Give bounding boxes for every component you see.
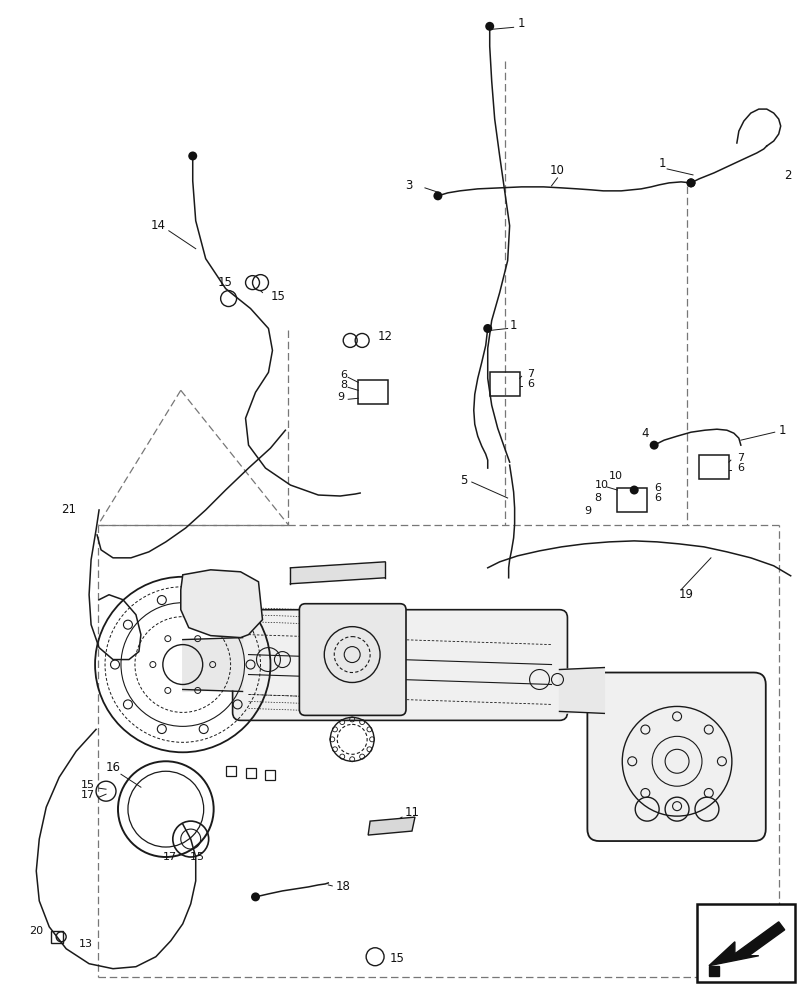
Text: 21: 21 xyxy=(61,503,76,516)
Circle shape xyxy=(685,178,695,187)
Text: 9: 9 xyxy=(337,392,344,402)
Text: 16: 16 xyxy=(106,761,121,774)
Circle shape xyxy=(433,191,442,200)
Text: 12: 12 xyxy=(378,330,393,343)
Text: 8: 8 xyxy=(594,493,601,503)
Text: 17: 17 xyxy=(163,852,177,862)
Circle shape xyxy=(483,324,491,333)
Circle shape xyxy=(629,486,638,495)
Text: 7: 7 xyxy=(736,453,743,463)
Text: 9: 9 xyxy=(584,506,590,516)
Circle shape xyxy=(251,892,260,901)
Bar xyxy=(696,904,794,982)
Circle shape xyxy=(649,441,658,450)
Bar xyxy=(489,372,519,396)
Text: 18: 18 xyxy=(335,880,350,893)
Text: 5: 5 xyxy=(459,474,466,487)
Text: 15: 15 xyxy=(81,780,95,790)
Text: 10: 10 xyxy=(549,164,564,177)
Bar xyxy=(225,766,235,776)
Text: 2: 2 xyxy=(783,169,790,182)
Text: 10: 10 xyxy=(594,480,607,490)
FancyBboxPatch shape xyxy=(586,673,765,841)
Bar xyxy=(51,931,63,943)
FancyBboxPatch shape xyxy=(232,610,567,720)
Text: 3: 3 xyxy=(405,179,412,192)
Polygon shape xyxy=(182,638,242,691)
Text: 15: 15 xyxy=(217,276,232,289)
Text: 1: 1 xyxy=(509,319,517,332)
Polygon shape xyxy=(181,570,262,638)
Text: 17: 17 xyxy=(81,790,95,800)
Text: 8: 8 xyxy=(340,380,347,390)
Text: 6: 6 xyxy=(654,493,660,503)
Text: 6: 6 xyxy=(654,483,660,493)
Text: 6: 6 xyxy=(736,463,743,473)
Text: 14: 14 xyxy=(151,219,165,232)
Polygon shape xyxy=(367,817,414,835)
Text: 4: 4 xyxy=(641,427,648,440)
Text: 15: 15 xyxy=(182,852,204,862)
Bar xyxy=(265,770,275,780)
Text: 7: 7 xyxy=(527,369,534,379)
Text: 1: 1 xyxy=(778,424,785,437)
Text: 11: 11 xyxy=(405,806,419,819)
Text: 1: 1 xyxy=(517,17,525,30)
Text: 20: 20 xyxy=(29,926,43,936)
Polygon shape xyxy=(559,668,603,713)
Text: 6: 6 xyxy=(340,370,347,380)
Bar xyxy=(698,455,728,479)
FancyBboxPatch shape xyxy=(299,604,406,715)
Text: 1: 1 xyxy=(659,157,666,170)
Text: 13: 13 xyxy=(79,939,93,949)
Polygon shape xyxy=(708,966,718,976)
Polygon shape xyxy=(708,922,783,966)
Circle shape xyxy=(685,178,695,187)
Polygon shape xyxy=(290,562,384,584)
Bar xyxy=(616,488,646,512)
Circle shape xyxy=(188,151,197,160)
Bar xyxy=(358,380,388,404)
Bar xyxy=(245,768,255,778)
Text: 19: 19 xyxy=(678,588,693,601)
Text: 6: 6 xyxy=(527,379,534,389)
Circle shape xyxy=(485,22,494,31)
Text: 15: 15 xyxy=(270,290,285,303)
Text: 10: 10 xyxy=(608,471,623,481)
Text: 15: 15 xyxy=(389,952,405,965)
